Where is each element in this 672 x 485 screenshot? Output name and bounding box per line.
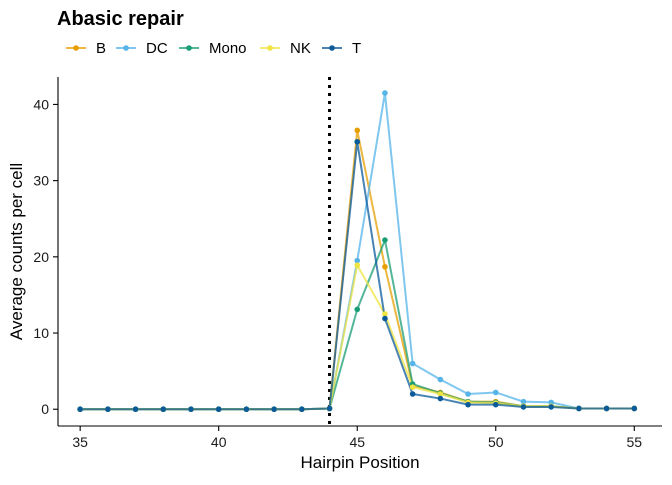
legend-key-point [186,45,192,51]
data-point-t [382,315,388,322]
data-point-t [354,138,361,145]
data-point-dc [354,257,361,264]
y-tick-label: 0 [41,401,49,417]
data-point-b [382,263,388,270]
data-point-t [160,406,167,413]
data-point-dc [437,376,444,383]
data-point-t [132,406,139,413]
data-point-t [105,406,111,413]
legend: B DC Mono NK T [66,40,361,57]
data-point-nk [382,311,388,317]
data-point-t [243,406,250,413]
legend-label: DC [146,40,168,57]
legend-key-point [73,45,79,51]
data-point-t [576,405,582,412]
x-ticks: 35 40 45 50 55 [72,426,642,450]
data-point-t [437,395,444,402]
series-points [77,90,638,413]
legend-label: Mono [209,40,247,57]
data-point-b [354,127,361,134]
data-point-t [326,405,333,412]
y-ticks: 0 10 20 30 40 [33,96,58,417]
data-point-t [465,401,471,408]
data-point-t [492,401,499,408]
legend-label: B [96,40,106,57]
data-point-dc [520,398,527,405]
x-tick-label: 50 [488,434,504,450]
x-tick-label: 40 [211,434,227,450]
x-tick-label: 45 [349,434,365,450]
data-point-nk [354,262,361,269]
data-point-t [520,404,527,410]
data-point-nk [437,391,444,397]
data-point-t [188,406,194,413]
data-point-t [299,406,305,413]
data-point-t [603,405,610,412]
legend-label: T [352,40,361,57]
data-point-nk [409,384,416,390]
x-axis-title: Hairpin Position [300,453,419,472]
legend-item-b: B [66,40,106,57]
data-point-t [631,405,638,412]
series-line-t [80,140,635,411]
legend-key-point [329,45,335,51]
x-tick-label: 35 [72,434,88,450]
data-point-dc [465,391,471,397]
legend-item-t: T [322,40,361,57]
data-point-dc [409,360,416,367]
series-line-nk [80,264,635,411]
legend-item-nk: NK [260,40,311,57]
data-point-dc [492,389,499,396]
legend-item-mono: Mono [179,40,247,57]
legend-key-point [267,45,273,51]
legend-label: NK [290,40,311,57]
y-tick-label: 20 [33,249,49,265]
data-point-mono [354,306,361,313]
data-point-t [215,406,222,413]
data-point-dc [382,90,388,96]
data-point-t [271,406,277,413]
axes: 35 40 45 50 55 0 10 20 30 40 [33,77,662,450]
plot-area [77,77,638,426]
data-point-t [409,391,416,397]
data-point-t [548,404,554,410]
y-tick-label: 30 [33,173,49,189]
legend-item-dc: DC [116,40,168,57]
y-tick-label: 10 [33,325,49,341]
legend-key-point [123,45,129,51]
y-tick-label: 40 [33,96,49,112]
data-point-t [77,406,83,413]
x-tick-label: 55 [627,434,643,450]
data-point-mono [382,237,388,243]
y-axis-title: Average counts per cell [7,163,26,340]
chart-title: Abasic repair [57,8,184,30]
